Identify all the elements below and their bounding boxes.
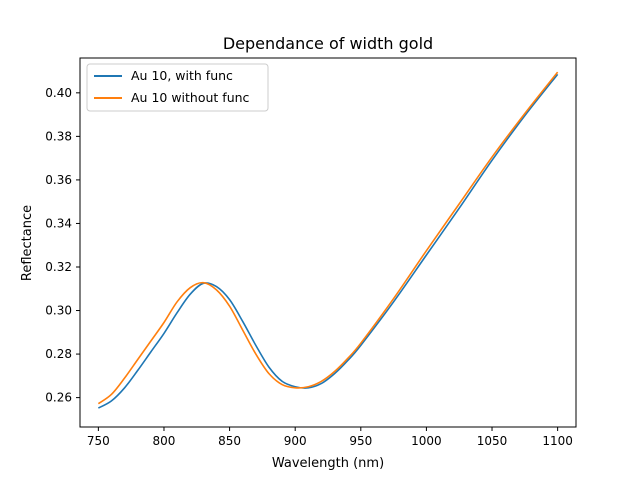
y-tick-label: 0.30 xyxy=(45,304,72,318)
x-axis-label: Wavelength (nm) xyxy=(272,456,384,471)
y-tick-label: 0.40 xyxy=(45,86,72,100)
axes-frame xyxy=(79,57,577,428)
legend-label-with-func: Au 10, with func xyxy=(131,68,233,83)
y-tick-label: 0.38 xyxy=(45,129,72,143)
x-tick-label: 750 xyxy=(87,434,110,448)
series-line-au-10-with-func xyxy=(97,73,559,409)
y-tick-label: 0.32 xyxy=(45,260,72,274)
legend-box xyxy=(86,63,269,112)
y-tick-label: 0.28 xyxy=(45,347,72,361)
x-tick-label: 1050 xyxy=(477,434,508,448)
legend: Au 10, with func Au 10 without func xyxy=(86,63,269,112)
y-tick-label: 0.26 xyxy=(45,391,72,405)
y-axis-label: Reflectance xyxy=(20,205,35,281)
x-tick-label: 800 xyxy=(153,434,176,448)
y-tick-label: 0.36 xyxy=(45,173,72,187)
x-tick-label: 1000 xyxy=(411,434,442,448)
series-line-au-10-without-func xyxy=(97,71,559,405)
x-tick-label: 900 xyxy=(284,434,307,448)
plot-area: 750 800 850 900 950 1000 1050 1100 0.26 0.28 0.30 0… xyxy=(45,71,573,448)
x-tick-label: 850 xyxy=(218,434,241,448)
x-tick-label: 1100 xyxy=(542,434,573,448)
chart-title: Dependance of width gold xyxy=(223,34,433,53)
x-tick-label: 950 xyxy=(349,434,372,448)
legend-label-without-func: Au 10 without func xyxy=(131,90,250,105)
y-tick-label: 0.34 xyxy=(45,216,72,230)
